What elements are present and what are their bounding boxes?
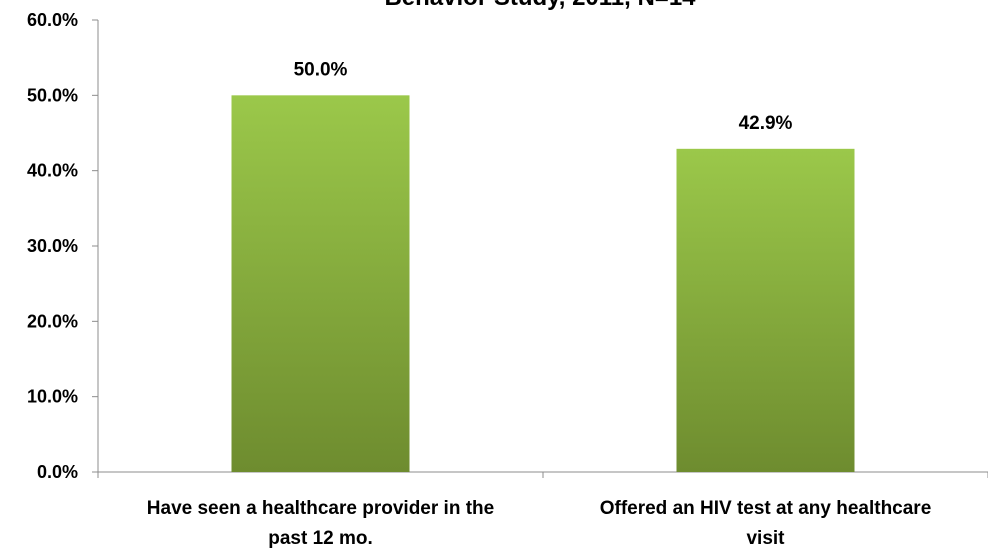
bar [231,95,410,472]
bar [676,148,855,472]
y-tick-label: 30.0% [27,236,78,256]
y-axis: 0.0% 10.0% 20.0% 30.0% 40.0% 50.0% 60.0% [27,10,99,482]
category-label: Offered an HIV test at any healthcare vis… [600,498,932,549]
bars [231,95,855,472]
y-tick-label: 10.0% [27,387,78,407]
y-tick-label: 0.0% [37,462,78,482]
y-tick-label: 50.0% [27,85,78,105]
data-labels: 50.0% 42.9% [294,59,793,133]
y-tick-label: 20.0% [27,311,78,331]
y-tick-label: 60.0% [27,10,78,30]
x-axis [97,471,988,478]
chart-title: Behavior Study, 2011, N=14 [384,0,696,11]
category-labels: Have seen a healthcare provider in the pa… [147,498,931,549]
category-label: Have seen a healthcare provider in the pa… [147,498,494,549]
y-tick-label: 40.0% [27,161,78,181]
data-label: 50.0% [294,59,348,80]
data-label: 42.9% [739,113,793,134]
